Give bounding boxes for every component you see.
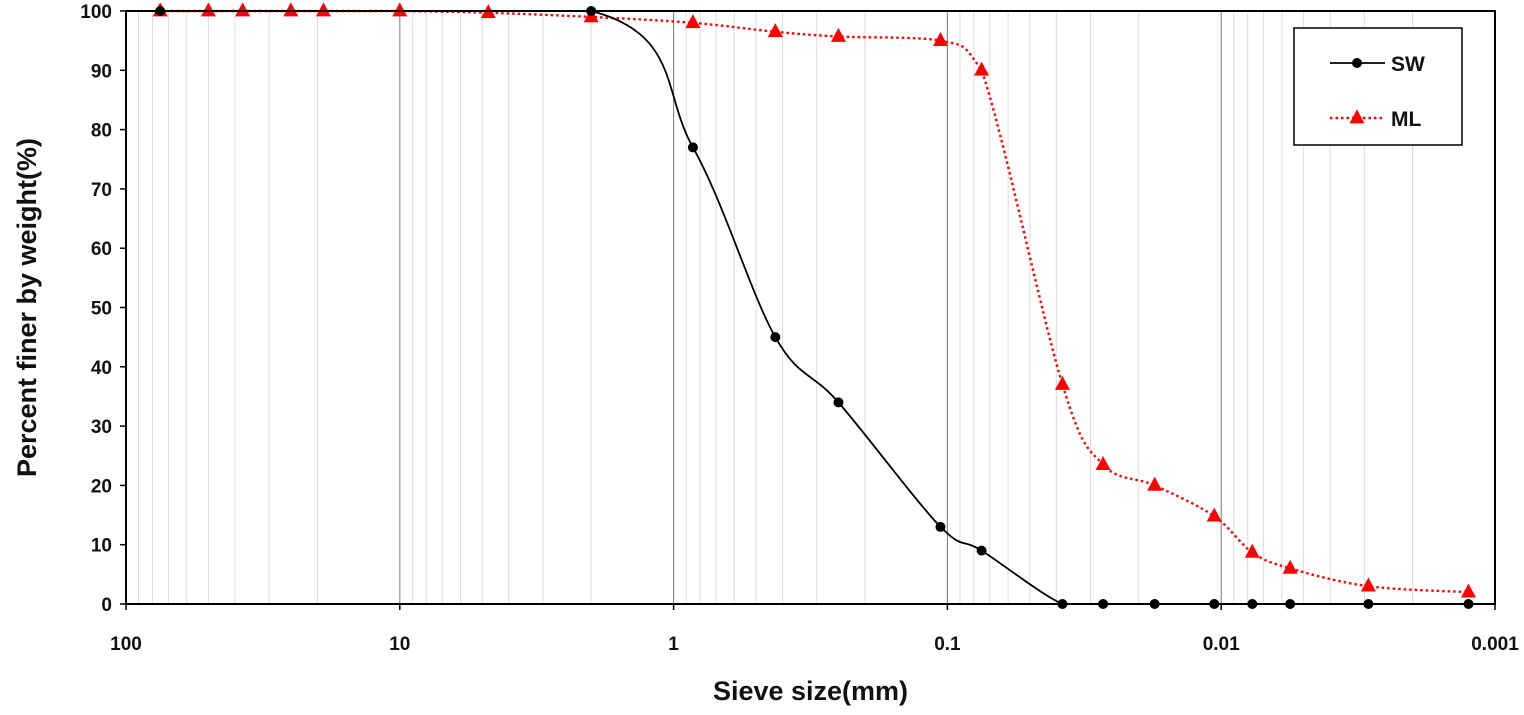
x-axis-ticks: 100 10 1 0.1 0.01 0.001 xyxy=(110,604,1519,655)
series-sw-line xyxy=(160,10,1469,605)
series-sw-point xyxy=(1149,599,1160,609)
y-tick-label: 60 xyxy=(91,239,112,260)
x-tick-label: 100 xyxy=(110,634,142,655)
series-ml-point xyxy=(200,2,216,17)
series-ml-point xyxy=(1244,543,1260,558)
legend: SW ML xyxy=(1293,27,1463,146)
legend-ml-marker xyxy=(1349,109,1365,124)
series-sw-point xyxy=(1463,599,1474,609)
series-sw-point xyxy=(770,332,781,343)
series-ml-point xyxy=(830,27,846,42)
series-sw-point xyxy=(833,397,844,408)
legend-ml-label: ML xyxy=(1391,108,1421,131)
series-ml-point xyxy=(392,2,408,17)
series-sw-point xyxy=(1057,599,1068,609)
series-ml-line xyxy=(160,9,1469,594)
series-ml-point xyxy=(1360,577,1376,592)
y-axis-title: Percent finer by weight(%) xyxy=(12,138,42,477)
series-ml-point xyxy=(1206,507,1222,522)
series-sw-point xyxy=(976,545,987,556)
series-sw-point xyxy=(687,142,698,153)
series-sw-point xyxy=(1247,599,1258,609)
series-ml-point xyxy=(1460,583,1476,598)
grid-lines xyxy=(138,11,1414,604)
y-tick-label: 80 xyxy=(91,121,112,142)
series-sw-point xyxy=(1098,599,1109,609)
y-axis-ticks: 0 10 20 30 40 50 60 70 80 90 100 xyxy=(80,2,126,616)
x-tick-label: 0.001 xyxy=(1471,634,1519,655)
series-ml-point xyxy=(283,2,299,17)
series-ml-point xyxy=(1147,476,1163,491)
series-ml xyxy=(152,2,1476,598)
series-ml-point xyxy=(1282,559,1298,574)
x-tick-label: 10 xyxy=(389,634,410,655)
series-ml-point xyxy=(1054,375,1070,390)
x-axis-title: Sieve size(mm) xyxy=(713,676,908,706)
y-tick-label: 90 xyxy=(91,61,112,82)
series-sw-point xyxy=(935,521,946,532)
x-tick-label: 0.1 xyxy=(934,634,961,655)
series-ml-point xyxy=(685,14,701,29)
y-tick-label: 0 xyxy=(101,595,112,616)
y-tick-label: 70 xyxy=(91,180,112,201)
y-tick-label: 50 xyxy=(91,299,112,320)
y-tick-label: 100 xyxy=(80,2,112,23)
series-sw-point xyxy=(1285,599,1296,609)
series-sw-point xyxy=(1209,599,1220,609)
legend-sw-marker xyxy=(1352,58,1362,68)
data-series xyxy=(152,2,1476,609)
y-tick-label: 10 xyxy=(91,536,112,557)
series-sw-point xyxy=(586,6,597,16)
y-tick-label: 20 xyxy=(91,476,112,497)
series-ml-point xyxy=(1095,455,1111,470)
y-tick-label: 40 xyxy=(91,358,112,379)
series-ml-point xyxy=(235,2,251,17)
legend-box xyxy=(1293,27,1463,146)
series-ml-point xyxy=(767,23,783,38)
series-ml-point xyxy=(315,2,331,17)
x-tick-label: 1 xyxy=(668,634,679,655)
y-tick-label: 30 xyxy=(91,417,112,438)
series-sw-point xyxy=(155,6,166,16)
x-tick-label: 0.01 xyxy=(1203,634,1240,655)
series-ml-point xyxy=(932,31,948,46)
legend-sw-label: SW xyxy=(1391,53,1425,76)
plot-area-border xyxy=(125,10,1496,605)
series-sw xyxy=(155,6,1474,609)
series-ml-point xyxy=(974,61,990,76)
series-sw-point xyxy=(1363,599,1374,609)
